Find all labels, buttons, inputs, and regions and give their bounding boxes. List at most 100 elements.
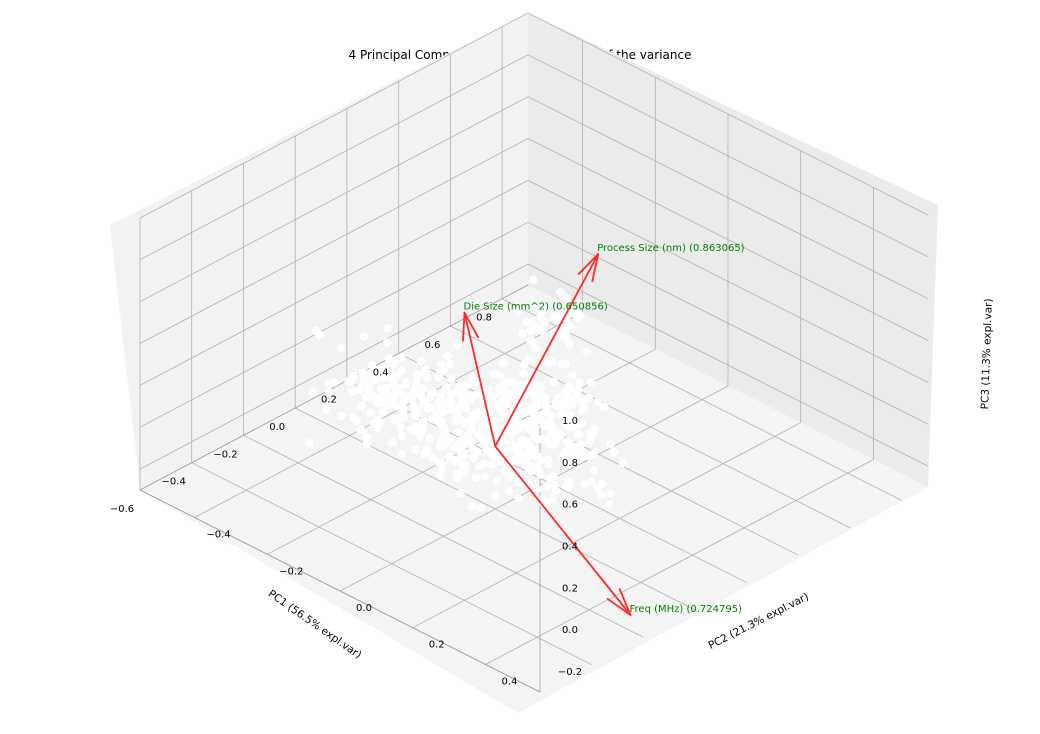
y-tick-label: 0.4 [502, 677, 518, 688]
y-tick-label: 0.2 [429, 640, 445, 651]
scatter-point [559, 291, 568, 300]
scatter-point [514, 447, 523, 456]
scatter-point [376, 384, 386, 394]
scatter-point [476, 431, 486, 440]
scatter-point [469, 454, 478, 463]
scatter-point [538, 434, 547, 444]
scatter-point [461, 381, 470, 391]
arrowhead [618, 588, 632, 616]
loading-label: Freq (MHz) (0.724795) [630, 604, 743, 615]
scatter-point [480, 459, 489, 469]
scatter-point [586, 377, 595, 387]
scatter-point [445, 360, 455, 369]
scatter-point [368, 392, 378, 401]
z-gridline-right [527, 138, 929, 341]
scatter-point [519, 369, 528, 378]
scatter-point [573, 430, 583, 439]
z-gridline-right [527, 96, 929, 300]
scatter-point [378, 408, 387, 417]
scatter-point [473, 448, 482, 457]
scatter-point [399, 412, 408, 422]
scatter-point [499, 435, 508, 445]
scatter-point [548, 494, 557, 503]
scatter-points [305, 275, 628, 513]
scatter-point [364, 384, 373, 393]
tick-labels: 0.8 0.6 0.4 0.2 0.0 −0.2 −0.4 −0.6 −0.4 −0.2 0.0 0.… [110, 313, 582, 688]
scatter-point [518, 329, 527, 338]
scatter-point [456, 488, 465, 498]
scatter-point [589, 449, 598, 458]
scatter-point [522, 404, 531, 413]
scatter-point [359, 378, 368, 387]
scatter-point [597, 479, 606, 489]
scatter-point [509, 456, 518, 466]
scatter-point [367, 361, 377, 370]
scatter-point [438, 459, 447, 468]
scatter-point [529, 390, 539, 399]
scatter-point [560, 495, 569, 504]
z-tick-label: 0.0 [562, 625, 578, 636]
scatter-point [506, 429, 515, 438]
scatter-point [539, 409, 548, 418]
z-tick-label: 0.2 [562, 583, 578, 594]
z-gridline-left [139, 221, 529, 428]
scatter-point [392, 371, 401, 380]
z-tick-label: 0.8 [562, 458, 578, 469]
scatter-point [434, 373, 444, 382]
scatter-point [494, 384, 503, 393]
scatter-point [359, 332, 369, 341]
pane-floor [140, 285, 928, 713]
scatter-point [556, 432, 565, 441]
scatter-point [402, 393, 411, 402]
loading-label: Process Size (nm) (0.863065) [597, 243, 744, 254]
scatter-point [467, 422, 476, 432]
scatter-point [397, 431, 407, 440]
scatter-point [580, 480, 589, 489]
scatter-point [441, 429, 450, 438]
scatter-point [362, 432, 371, 442]
scatter-point [572, 422, 582, 431]
z-gridline-left [139, 180, 529, 386]
scatter-point [398, 399, 407, 408]
scatter-point [553, 393, 563, 403]
x-tick-label: −0.4 [162, 477, 186, 488]
scatter-point [416, 357, 426, 366]
scatter-point [552, 312, 561, 321]
scatter-point [379, 373, 388, 382]
scatter-point [610, 448, 619, 457]
x-tick-label: 0.8 [476, 313, 492, 324]
scatter-point [337, 411, 346, 421]
scatter-point [550, 440, 559, 449]
scatter-point [395, 386, 404, 395]
scatter-point [520, 360, 529, 369]
scatter-point [425, 434, 435, 443]
arrowhead [577, 253, 600, 275]
scatter-point [500, 378, 509, 388]
scatter-point [428, 387, 437, 396]
scatter-point [515, 424, 524, 433]
scatter-point [499, 411, 508, 421]
scatter-point [389, 359, 398, 368]
scatter-point [461, 468, 470, 477]
x-tick-label: 0.0 [269, 422, 285, 433]
y-tick-label: 0.0 [356, 603, 372, 614]
scatter-point [542, 482, 551, 491]
scatter-point [541, 393, 550, 402]
scatter-point [349, 413, 358, 422]
scatter-point [526, 336, 535, 346]
scatter-point [471, 473, 481, 482]
scatter-point [396, 423, 405, 432]
y-axis-line [139, 489, 541, 693]
scatter-point [437, 435, 446, 444]
scatter-point [509, 389, 518, 398]
scatter-point [401, 380, 411, 390]
scatter-point [482, 443, 491, 452]
scatter-point [513, 307, 522, 316]
scatter-point [469, 372, 478, 381]
scatter-point [575, 310, 584, 320]
scatter-point [509, 417, 518, 427]
scatter-point [369, 376, 378, 385]
scatter-point [587, 477, 596, 487]
scatter-point [533, 484, 542, 494]
scatter-point [423, 444, 432, 453]
